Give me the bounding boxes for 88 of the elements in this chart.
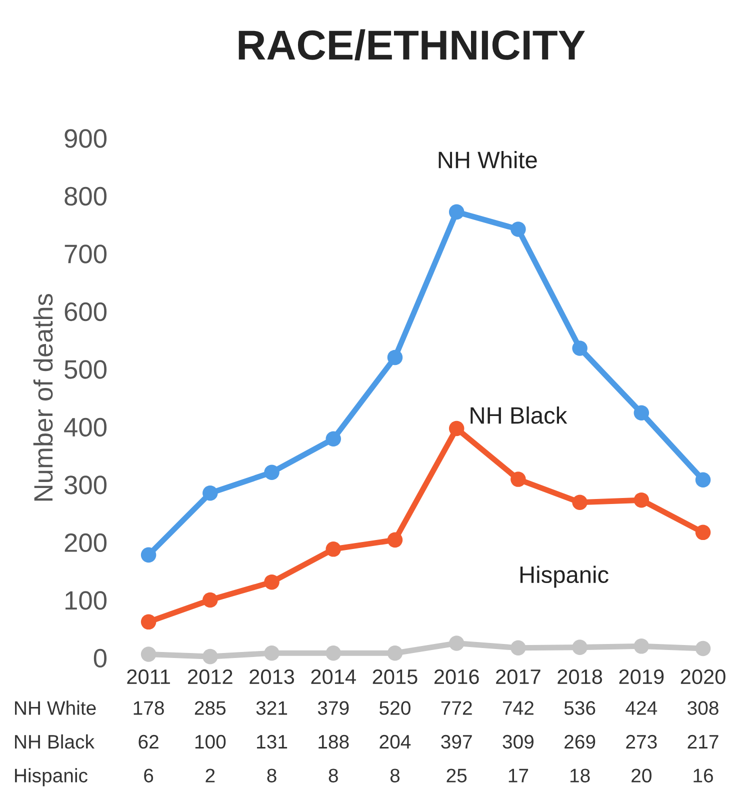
text: Hispanic	[520, 566, 608, 588]
point	[510, 640, 526, 656]
point	[510, 472, 526, 487]
chart-title: RACE/ETHNICITY	[238, 29, 585, 60]
point	[634, 492, 650, 508]
y-axis-title: Number of deaths	[33, 294, 53, 501]
data-label: 285	[194, 701, 226, 715]
data-label: 217	[688, 734, 718, 748]
point	[634, 638, 650, 654]
data-label: 2	[206, 768, 215, 782]
point	[510, 222, 526, 237]
point	[695, 524, 711, 540]
data-label: 131	[257, 734, 288, 749]
data-label: 772	[441, 701, 472, 715]
data-label: 321	[256, 701, 288, 715]
data-label: 25	[446, 768, 467, 782]
data-label: 188	[318, 734, 349, 749]
data-label: 18	[570, 768, 590, 782]
point	[695, 472, 711, 488]
point	[202, 648, 218, 664]
point	[448, 204, 464, 220]
point	[264, 464, 280, 480]
point	[387, 645, 403, 661]
series-label: NH White	[438, 151, 537, 168]
x-tick-label: 2014	[311, 669, 356, 684]
point	[326, 431, 342, 447]
data-label: 308	[688, 701, 718, 715]
data-label: 6	[144, 768, 154, 782]
data-label: 520	[380, 701, 410, 715]
data-label: 204	[380, 734, 411, 749]
y-tick-label: 800	[64, 186, 107, 206]
x-tick-label: 2012	[188, 669, 232, 684]
series-label: NH Black	[470, 406, 568, 424]
point	[448, 420, 464, 436]
point	[202, 486, 218, 501]
point	[448, 636, 464, 651]
text: NH Black	[15, 734, 95, 749]
data-label: 8	[390, 768, 400, 782]
point	[264, 645, 280, 661]
point	[387, 350, 403, 366]
point	[634, 405, 650, 421]
data-label: 536	[564, 701, 596, 715]
point	[140, 547, 156, 563]
y-tick-label: 500	[64, 360, 107, 379]
data-label: 397	[441, 734, 472, 749]
point	[140, 646, 156, 662]
point	[140, 614, 156, 630]
y-tick-label: 400	[64, 418, 107, 437]
data-label: 8	[267, 768, 276, 782]
point	[264, 574, 280, 590]
x-tick-label: 2015	[372, 669, 418, 684]
x-tick-label: 2013	[250, 669, 294, 684]
data-label: 309	[502, 734, 534, 749]
data-label: 178	[134, 701, 164, 715]
x-tick-label: 2011	[127, 669, 170, 684]
x-tick-label: 2018	[558, 669, 602, 684]
y-tick-label: 0	[94, 648, 107, 668]
x-tick-label: 2019	[619, 669, 664, 684]
text: NH White	[15, 700, 96, 715]
point	[572, 494, 588, 510]
data-label: 16	[694, 768, 713, 782]
point	[572, 640, 588, 655]
data-label: 8	[328, 768, 338, 782]
x-tick-label: 2020	[680, 669, 726, 684]
data-label: 273	[626, 734, 657, 749]
text: Hispanic	[15, 768, 88, 786]
y-tick-label: 700	[64, 244, 107, 264]
data-label: 379	[318, 701, 349, 715]
y-tick-label: 900	[64, 129, 107, 148]
data-label: 17	[508, 768, 528, 782]
data-label: 100	[195, 734, 226, 749]
data-label: 424	[626, 701, 658, 715]
data-label: 62	[138, 734, 158, 749]
data-label: 20	[632, 768, 652, 782]
y-tick-label: 200	[64, 533, 107, 552]
y-tick-label: 100	[66, 591, 107, 610]
x-tick-label: 2017	[496, 669, 540, 684]
y-tick-label: 300	[64, 476, 107, 494]
point	[202, 592, 218, 608]
point	[387, 532, 403, 548]
data-label: 269	[564, 734, 596, 749]
point	[326, 542, 342, 557]
point	[326, 645, 342, 661]
y-tick-label: 600	[64, 302, 107, 322]
point	[572, 340, 588, 356]
point	[695, 640, 711, 656]
data-label: 742	[502, 701, 534, 715]
x-tick-label: 2016	[434, 669, 479, 684]
